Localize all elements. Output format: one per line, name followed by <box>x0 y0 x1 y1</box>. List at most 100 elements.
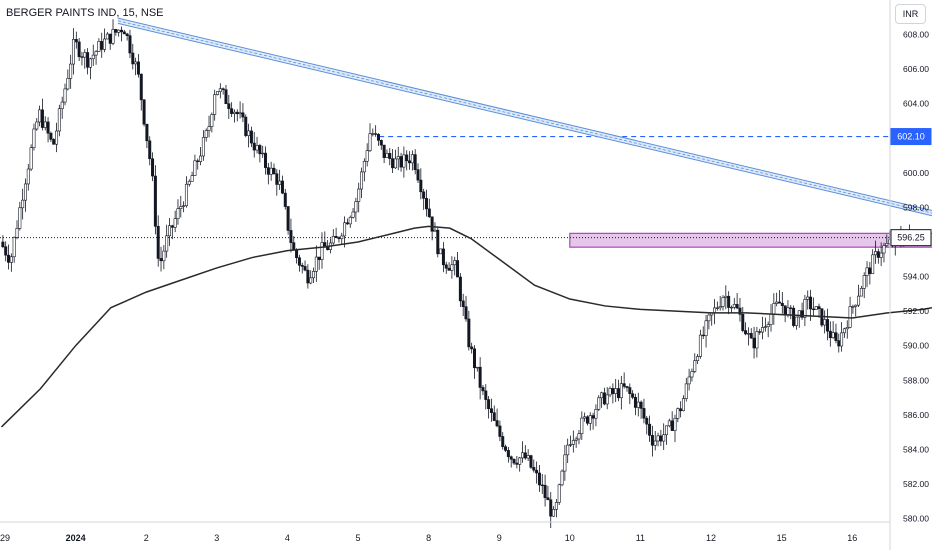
candle-body <box>21 199 25 209</box>
candle-body <box>554 502 558 510</box>
candle-body <box>360 171 364 190</box>
candle-body <box>94 51 98 56</box>
candle-body <box>60 101 64 110</box>
candle-body <box>464 306 468 320</box>
candle-body <box>546 497 550 501</box>
candle-body <box>100 41 104 50</box>
candle-body <box>283 192 287 207</box>
candle-body <box>77 41 81 57</box>
candle-body <box>484 390 488 400</box>
candle-body <box>738 307 742 315</box>
candle-body <box>670 420 674 431</box>
candle-body <box>588 415 592 424</box>
candle-body <box>543 484 547 498</box>
candle-body <box>193 160 197 176</box>
candle-body <box>611 388 615 394</box>
x-tick-label: 2024 <box>66 533 86 543</box>
y-tick-label: 604.00 <box>903 99 929 109</box>
candle-body <box>752 337 756 349</box>
candle-body <box>509 456 513 460</box>
candle-body <box>633 397 637 408</box>
candle-body <box>218 88 222 92</box>
currency-button[interactable]: INR <box>895 4 926 24</box>
candle-body <box>396 156 400 160</box>
candle-body <box>52 139 56 145</box>
candle-body <box>119 29 123 33</box>
price-axis[interactable]: 580.00 582.00 584.00 586.00 588.00 590.00 592.… <box>889 0 932 550</box>
candle-body <box>312 270 316 279</box>
candle-body <box>645 417 649 425</box>
candle-body <box>402 154 406 168</box>
candle-body <box>326 247 330 250</box>
candle-body <box>594 408 598 419</box>
candle-body <box>540 484 544 487</box>
candle-body <box>261 152 265 155</box>
candle-body <box>814 306 818 310</box>
candle-body <box>873 251 877 256</box>
candle-body <box>602 392 606 405</box>
candle-body <box>605 394 609 405</box>
candle-body <box>337 237 341 240</box>
y-tick-label: 586.00 <box>903 410 929 420</box>
candle-body <box>772 303 776 315</box>
y-tick-label: 594.00 <box>903 272 929 282</box>
y-tick-label: 592.00 <box>903 306 929 316</box>
candle-body <box>518 457 522 465</box>
candle-body <box>111 29 115 44</box>
candle-body <box>501 436 505 447</box>
candle-body <box>300 264 304 267</box>
candle-body <box>667 420 671 427</box>
candle-body <box>210 114 214 127</box>
candle-body <box>504 446 508 451</box>
candle-body <box>715 307 719 309</box>
candle-body <box>340 235 344 240</box>
candle-body <box>840 332 844 347</box>
candle-body <box>297 257 301 266</box>
trendline-upper[interactable] <box>117 17 932 258</box>
candle-body <box>729 306 733 309</box>
time-axis[interactable]: 29 2024 2 3 4 5 8 9 10 11 12 15 16 <box>0 521 890 543</box>
supply-zone-box[interactable] <box>569 232 932 248</box>
x-tick-label: 29 <box>0 533 10 543</box>
candle-body <box>563 454 567 472</box>
candle-body <box>108 33 112 44</box>
candle-body <box>204 130 208 138</box>
candle-body <box>456 260 460 278</box>
candle-body <box>690 371 694 378</box>
plot-area[interactable] <box>0 17 932 529</box>
candle-body <box>88 58 92 68</box>
candle-body <box>775 301 779 304</box>
y-tick-label: 580.00 <box>903 514 929 524</box>
candle-body <box>811 308 815 311</box>
candle-body <box>537 472 541 486</box>
candle-body <box>758 331 762 333</box>
candle-body <box>424 198 428 210</box>
candle-body <box>727 295 731 308</box>
trendline-lower[interactable] <box>117 22 932 263</box>
candle-body <box>591 415 595 419</box>
candle-body <box>40 109 44 128</box>
candle-body <box>458 276 462 302</box>
candle-body <box>382 144 386 158</box>
candle-body <box>803 299 807 318</box>
candle-body <box>665 425 669 436</box>
candle-body <box>569 444 573 446</box>
candle-body <box>786 307 790 316</box>
candle-body <box>735 304 739 309</box>
candle-body <box>371 133 375 135</box>
candle-body <box>746 333 750 335</box>
candle-body <box>642 408 646 419</box>
candle-body <box>289 230 293 243</box>
candle-body <box>825 319 829 332</box>
candle-body <box>216 91 220 95</box>
candle-body <box>806 296 810 300</box>
candle-body <box>278 180 282 185</box>
x-tick-label: 2 <box>144 533 149 543</box>
candle-body <box>221 88 225 91</box>
candle-body <box>374 133 378 135</box>
candle-body <box>447 267 451 271</box>
candle-body <box>515 462 519 465</box>
candle-body <box>18 207 22 229</box>
candle-body <box>63 88 67 103</box>
